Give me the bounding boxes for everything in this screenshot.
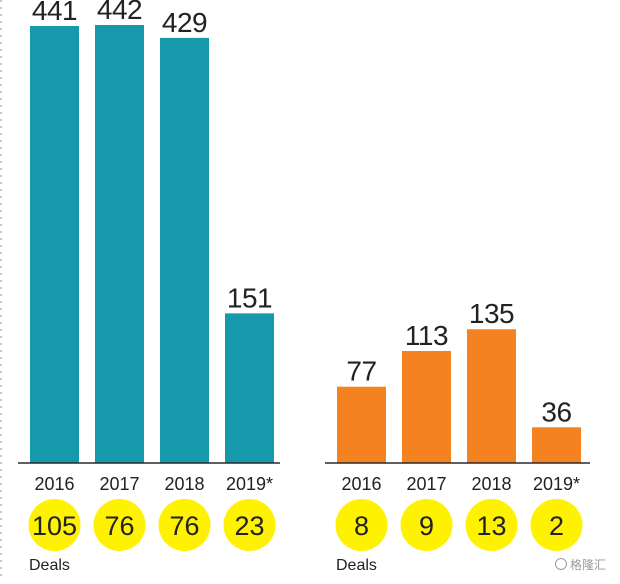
left-year-label-3: 2019* xyxy=(226,474,273,494)
left-deals-label: Deals xyxy=(29,557,70,574)
left-value-label-3: 151 xyxy=(227,282,272,313)
at-circle-icon xyxy=(554,558,567,570)
right-deal-count-2: 13 xyxy=(476,511,506,541)
left-deal-circle-2 xyxy=(158,499,211,551)
right-value-label-3: 36 xyxy=(541,396,571,427)
right-year-label-1: 2017 xyxy=(406,474,446,494)
left-bar-0 xyxy=(30,25,79,464)
left-deal-circle-1 xyxy=(93,499,146,551)
right-year-label-2: 2018 xyxy=(471,474,511,494)
right-deal-circle-2 xyxy=(465,499,518,551)
left-bar-3 xyxy=(225,313,274,463)
watermark: 格隆汇 xyxy=(554,556,606,573)
right-value-label-0: 77 xyxy=(346,356,376,387)
left-deal-circle-0 xyxy=(28,499,81,551)
left-deal-circle-3 xyxy=(223,499,276,551)
left-deal-count-2: 76 xyxy=(169,511,199,541)
left-edge-dots xyxy=(0,0,2,579)
right-bar-2 xyxy=(467,329,516,463)
left-year-label-0: 2016 xyxy=(34,474,74,494)
right-deal-circle-1 xyxy=(400,499,453,551)
left-value-label-0: 441 xyxy=(32,0,77,26)
left-bar-2 xyxy=(160,37,209,463)
right-deal-count-1: 9 xyxy=(419,511,434,541)
right-bar-1 xyxy=(402,351,451,463)
left-deal-count-1: 76 xyxy=(104,511,134,541)
right-deal-circle-0 xyxy=(335,499,388,551)
right-bar-3 xyxy=(532,427,581,463)
left-deal-count-3: 23 xyxy=(234,511,264,541)
left-year-label-2: 2018 xyxy=(164,474,204,494)
right-bar-0 xyxy=(337,386,386,463)
left-year-label-1: 2017 xyxy=(99,474,139,494)
left-value-label-1: 442 xyxy=(97,0,142,25)
left-value-label-2: 429 xyxy=(162,7,207,38)
right-deal-count-3: 2 xyxy=(549,511,564,541)
left-bar-1 xyxy=(95,25,144,463)
left-deal-count-0: 105 xyxy=(32,511,77,541)
right-year-label-0: 2016 xyxy=(341,474,381,494)
right-value-label-2: 135 xyxy=(469,298,514,329)
right-deal-count-0: 8 xyxy=(354,511,369,541)
right-value-label-1: 113 xyxy=(405,320,448,351)
watermark-text: 格隆汇 xyxy=(569,558,606,572)
right-deals-label: Deals xyxy=(336,557,377,574)
right-year-label-3: 2019* xyxy=(533,474,580,494)
right-deal-circle-3 xyxy=(530,499,583,551)
